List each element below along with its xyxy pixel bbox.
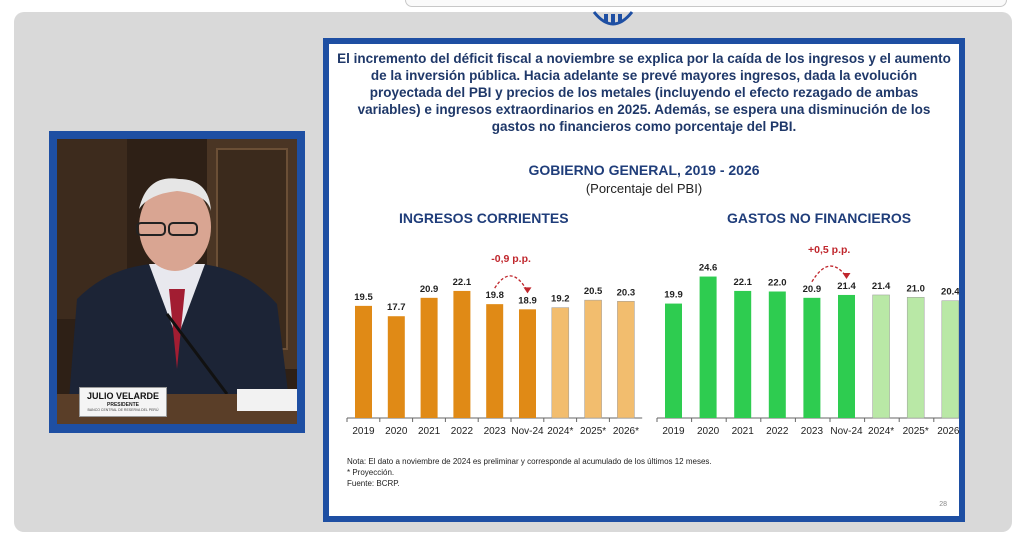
gastos-bar-6 — [872, 294, 890, 419]
ingresos-bar-0 — [355, 305, 372, 418]
panel-title-ingresos: INGRESOS CORRIENTES — [399, 210, 569, 226]
ingresos-data-label-5: 18.9 — [518, 295, 537, 306]
ingresos-tick-label-7: 2025* — [580, 426, 606, 437]
gastos-bar-8 — [941, 300, 959, 419]
gastos-bar-3 — [768, 291, 786, 418]
gastos-bar-2 — [734, 290, 752, 418]
ingresos-tick-label-4: 2023 — [484, 426, 507, 437]
note-preliminary: Nota: El dato a noviembre de 2024 es pre… — [347, 457, 712, 466]
gastos-bar-7 — [906, 297, 925, 419]
gastos-bar-1 — [699, 276, 717, 418]
ingresos-data-label-1: 17.7 — [387, 302, 406, 313]
gastos-tick-label-7: 2025* — [903, 426, 929, 437]
speaker-video-frame: JULIO VELARDE PRESIDENTE BANCO CENTRAL D… — [49, 131, 305, 433]
speaker-nameplate: JULIO VELARDE PRESIDENTE BANCO CENTRAL D… — [79, 387, 167, 417]
ingresos-tick-label-1: 2020 — [385, 426, 408, 437]
ingresos-tick-label-2: 2021 — [418, 426, 441, 437]
ingresos-annotation-arrow — [494, 275, 529, 292]
gastos-annotation-arrow — [811, 265, 848, 283]
gastos-tick-label-0: 2019 — [662, 426, 685, 437]
gastos-annotation-label: +0,5 p.p. — [808, 244, 850, 256]
ingresos-bar-5 — [519, 309, 536, 418]
gastos-tick-label-1: 2020 — [697, 426, 720, 437]
ingresos-data-label-2: 20.9 — [420, 284, 439, 295]
chart-title: GOBIERNO GENERAL, 2019 - 2026 — [528, 162, 760, 178]
chart-notes: Nota: El dato a noviembre de 2024 es pre… — [347, 456, 712, 489]
gastos-data-label-0: 19.9 — [664, 290, 683, 301]
ingresos-tick-label-6: 2024* — [547, 426, 573, 437]
gastos-data-label-3: 22.0 — [768, 278, 787, 289]
gastos-tick-label-2: 2021 — [732, 426, 755, 437]
ingresos-tick-label-0: 2019 — [352, 426, 375, 437]
gastos-tick-label-4: 2023 — [801, 426, 824, 437]
gastos-data-label-8: 20.4 — [941, 287, 959, 298]
note-source: Fuente: BCRP. — [347, 479, 400, 488]
speaker-role: PRESIDENTE — [107, 402, 139, 408]
ingresos-bar-4 — [486, 304, 504, 418]
ingresos-data-label-8: 20.3 — [617, 287, 636, 298]
gastos-tick-label-8: 2026* — [937, 426, 959, 437]
ingresos-data-label-3: 22.1 — [453, 277, 472, 288]
ingresos-bar-3 — [453, 290, 471, 418]
ingresos-data-label-7: 20.5 — [584, 286, 603, 297]
panel-title-gastos: GASTOS NO FINANCIEROS — [727, 210, 912, 226]
gastos-data-label-5: 21.4 — [837, 281, 856, 292]
ingresos-bar-1 — [387, 316, 405, 418]
ingresos-tick-label-3: 2022 — [451, 426, 474, 437]
gastos-data-label-6: 21.4 — [872, 281, 891, 292]
bcrp-logo-icon — [592, 11, 634, 26]
gastos-annotation-arrowhead — [842, 272, 851, 279]
speaker-video: JULIO VELARDE PRESIDENTE BANCO CENTRAL D… — [57, 139, 297, 424]
gastos-data-label-2: 22.1 — [733, 277, 752, 288]
bar-chart: 19.5 2019 17.7 2020 20.9 2021 22.1 2022 19.8 2023… — [346, 244, 959, 437]
slide-content: El incremento del déficit fiscal a novie… — [329, 44, 959, 516]
chart-subtitle: (Porcentaje del PBI) — [585, 181, 703, 196]
ingresos-annotation-arrowhead — [523, 287, 532, 294]
gastos-bar-4 — [803, 297, 821, 418]
ingresos-data-label-4: 19.8 — [485, 290, 504, 301]
gastos-tick-label-3: 2022 — [766, 426, 789, 437]
ingresos-data-label-0: 19.5 — [354, 292, 373, 303]
gastos-bar-5 — [838, 294, 855, 418]
ingresos-bar-2 — [420, 297, 438, 418]
ingresos-bar-8 — [617, 301, 635, 419]
slide-headline: El incremento del déficit fiscal a novie… — [337, 51, 951, 134]
ingresos-data-label-6: 19.2 — [551, 294, 570, 305]
ingresos-tick-label-5: Nov-24 — [511, 426, 544, 437]
note-projection: * Proyección. — [347, 468, 395, 477]
gastos-bar-0 — [665, 303, 682, 418]
ingresos-annotation-label: -0,9 p.p. — [491, 253, 531, 265]
gastos-data-label-7: 21.0 — [906, 283, 925, 294]
ingresos-bar-7 — [584, 299, 602, 419]
gastos-tick-label-6: 2024* — [868, 426, 894, 437]
gastos-data-label-1: 24.6 — [699, 263, 718, 274]
speaker-org: BANCO CENTRAL DE RESERVA DEL PERÚ — [87, 408, 159, 412]
ingresos-tick-label-8: 2026* — [613, 426, 639, 437]
gastos-data-label-4: 20.9 — [803, 284, 822, 295]
gastos-tick-label-5: Nov-24 — [830, 426, 863, 437]
slide: El incremento del déficit fiscal a novie… — [323, 38, 965, 522]
page-number: 28 — [939, 501, 947, 508]
browser-top-edge — [405, 0, 1007, 7]
ingresos-bar-6 — [551, 307, 570, 419]
speaker-name: JULIO VELARDE — [86, 391, 159, 401]
speaker-video-image — [57, 139, 297, 424]
